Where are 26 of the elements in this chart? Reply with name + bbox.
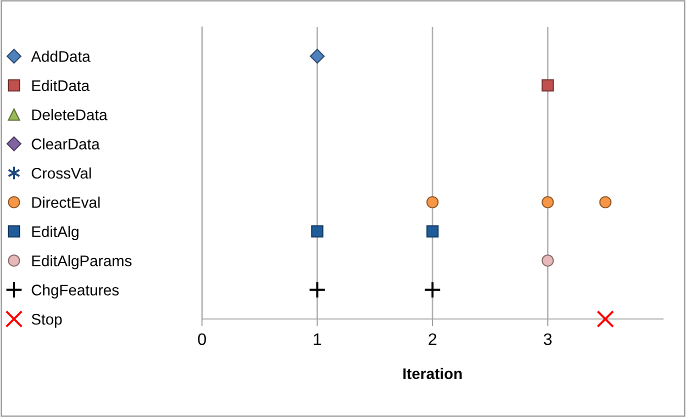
point xyxy=(311,225,324,238)
y-tick-label: ChgFeatures xyxy=(32,284,119,299)
y-tick-label: DirectEval xyxy=(32,196,100,208)
point xyxy=(596,310,614,328)
y-tick-label: EditAlgParams xyxy=(32,255,132,270)
point xyxy=(310,48,325,64)
y-tick-label: CrossVal xyxy=(32,167,91,179)
y-tick-label: EditData xyxy=(32,80,90,92)
y-tick-label: EditAlg xyxy=(32,226,78,240)
point xyxy=(599,196,612,208)
point xyxy=(542,254,554,267)
y-tick-label: ClearData xyxy=(32,138,100,150)
x-tick-label: 0 xyxy=(198,333,206,346)
point xyxy=(426,196,439,208)
point xyxy=(308,281,326,298)
x-axis-title: Iteration xyxy=(403,368,462,380)
y-tick-label: Stop xyxy=(32,314,62,328)
x-tick-label: 2 xyxy=(428,333,436,345)
y-tick-label: DeleteData xyxy=(32,109,108,120)
point xyxy=(542,79,554,92)
x-tick-label: 3 xyxy=(544,333,552,346)
x-tick-label: 1 xyxy=(314,334,322,345)
point xyxy=(426,225,439,238)
point xyxy=(424,281,442,298)
y-tick-label: AddData xyxy=(31,50,90,62)
point xyxy=(542,196,554,208)
